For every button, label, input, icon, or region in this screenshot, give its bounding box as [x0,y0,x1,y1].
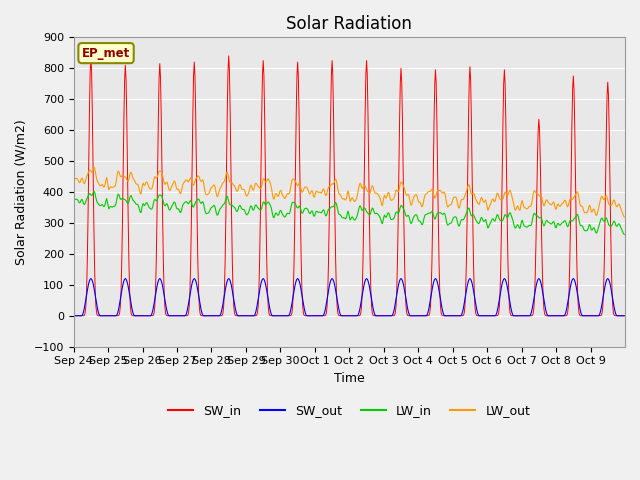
LW_in [70,198,77,204]
LW_out [406,200,414,206]
LW_in [620,232,628,238]
Line: LW_out: LW_out [74,168,624,217]
SW_in [134,313,142,319]
LW_out [284,191,292,197]
SW_in [70,313,77,319]
LW_in [90,189,97,194]
SW_out [437,301,445,307]
SW_out [406,313,414,319]
SW_out [135,313,143,319]
SW_in [284,313,292,319]
LW_out [620,214,628,220]
Legend: SW_in, SW_out, LW_in, LW_out: SW_in, SW_out, LW_in, LW_out [163,399,535,422]
LW_out [135,185,143,191]
LW_in [236,203,244,208]
SW_out [284,313,292,319]
Text: EP_met: EP_met [82,47,130,60]
SW_out [236,313,244,319]
Line: SW_in: SW_in [74,56,624,316]
LW_in [437,210,445,216]
SW_in [437,310,445,316]
SW_out [620,313,628,319]
SW_in [264,288,271,293]
Line: SW_out: SW_out [74,279,624,316]
SW_in [620,313,628,319]
SW_out [87,276,95,282]
Line: LW_in: LW_in [74,192,624,235]
LW_in [135,204,143,210]
Y-axis label: Solar Radiation (W/m2): Solar Radiation (W/m2) [15,119,28,265]
LW_out [236,182,244,188]
SW_in [225,53,232,59]
LW_out [264,177,271,182]
Title: Solar Radiation: Solar Radiation [286,15,412,33]
SW_out [264,292,271,298]
LW_in [284,211,292,216]
LW_out [70,177,77,183]
SW_in [236,313,244,319]
SW_out [70,313,77,319]
LW_out [437,189,445,194]
LW_in [264,199,271,205]
X-axis label: Time: Time [334,372,365,385]
LW_in [406,219,414,225]
LW_out [90,165,97,170]
SW_in [406,313,414,319]
